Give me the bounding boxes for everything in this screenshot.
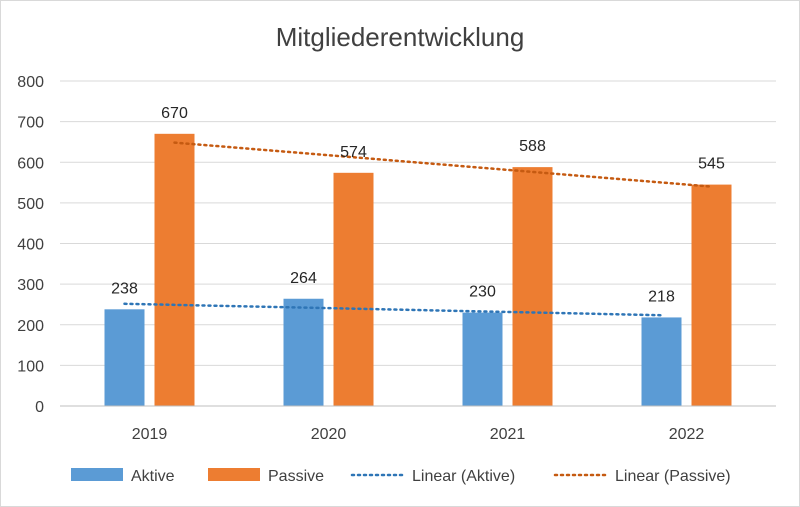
x-axis: 2019 2020 2021 2022	[60, 405, 776, 443]
bar-passive-2019	[154, 133, 195, 406]
trendline-aktive	[123, 302, 663, 317]
bars	[104, 133, 732, 406]
bar-passive-2022	[691, 184, 732, 406]
legend-item-linear-aktive: Linear (Aktive)	[350, 468, 515, 485]
data-label-passive-2020: 574	[340, 144, 367, 161]
y-tick-label: 800	[17, 74, 44, 91]
bar-aktive-2020	[283, 298, 324, 406]
legend-label: Linear (Passive)	[615, 468, 731, 485]
chart-title: Mitgliederentwicklung	[276, 22, 525, 52]
data-label-passive-2019: 670	[161, 105, 188, 122]
data-labels: 238 670 264 574 230 588 218 545	[111, 105, 725, 306]
legend-label: Passive	[268, 468, 324, 485]
x-tick-label: 2021	[490, 426, 526, 443]
legend-item-passive: Passive	[208, 468, 324, 485]
legend-label: Aktive	[131, 468, 175, 485]
legend-swatch	[71, 468, 123, 481]
legend-item-aktive: Aktive	[71, 468, 175, 485]
y-tick-label: 400	[17, 237, 44, 254]
bar-aktive-2021	[462, 312, 503, 406]
legend-swatch	[208, 468, 260, 481]
y-tick-label: 600	[17, 155, 44, 172]
bar-aktive-2019	[104, 309, 145, 406]
y-tick-label: 100	[17, 358, 44, 375]
x-tick-label: 2020	[311, 426, 347, 443]
data-label-passive-2021: 588	[519, 138, 546, 155]
x-tick-label: 2019	[132, 426, 168, 443]
data-label-aktive-2020: 264	[290, 270, 317, 287]
legend-item-linear-passive: Linear (Passive)	[553, 468, 731, 485]
y-axis: 0 100 200 300 400 500 600 700 800	[17, 74, 44, 416]
trendlines	[123, 141, 713, 317]
legend: Aktive Passive Linear (Aktive) Linear (Pass…	[71, 468, 731, 485]
y-tick-label: 0	[35, 399, 44, 416]
y-tick-label: 200	[17, 318, 44, 335]
legend-label: Linear (Aktive)	[412, 468, 515, 485]
data-label-passive-2022: 545	[698, 156, 725, 173]
bar-passive-2020	[333, 172, 374, 406]
bar-passive-2021	[512, 167, 553, 406]
y-tick-label: 500	[17, 196, 44, 213]
y-tick-label: 300	[17, 277, 44, 294]
data-label-aktive-2021: 230	[469, 284, 496, 301]
data-label-aktive-2019: 238	[111, 280, 138, 297]
data-label-aktive-2022: 218	[648, 288, 675, 305]
trendline-passive	[173, 141, 713, 188]
x-tick-label: 2022	[669, 426, 705, 443]
bar-aktive-2022	[641, 317, 682, 406]
y-tick-label: 700	[17, 115, 44, 132]
